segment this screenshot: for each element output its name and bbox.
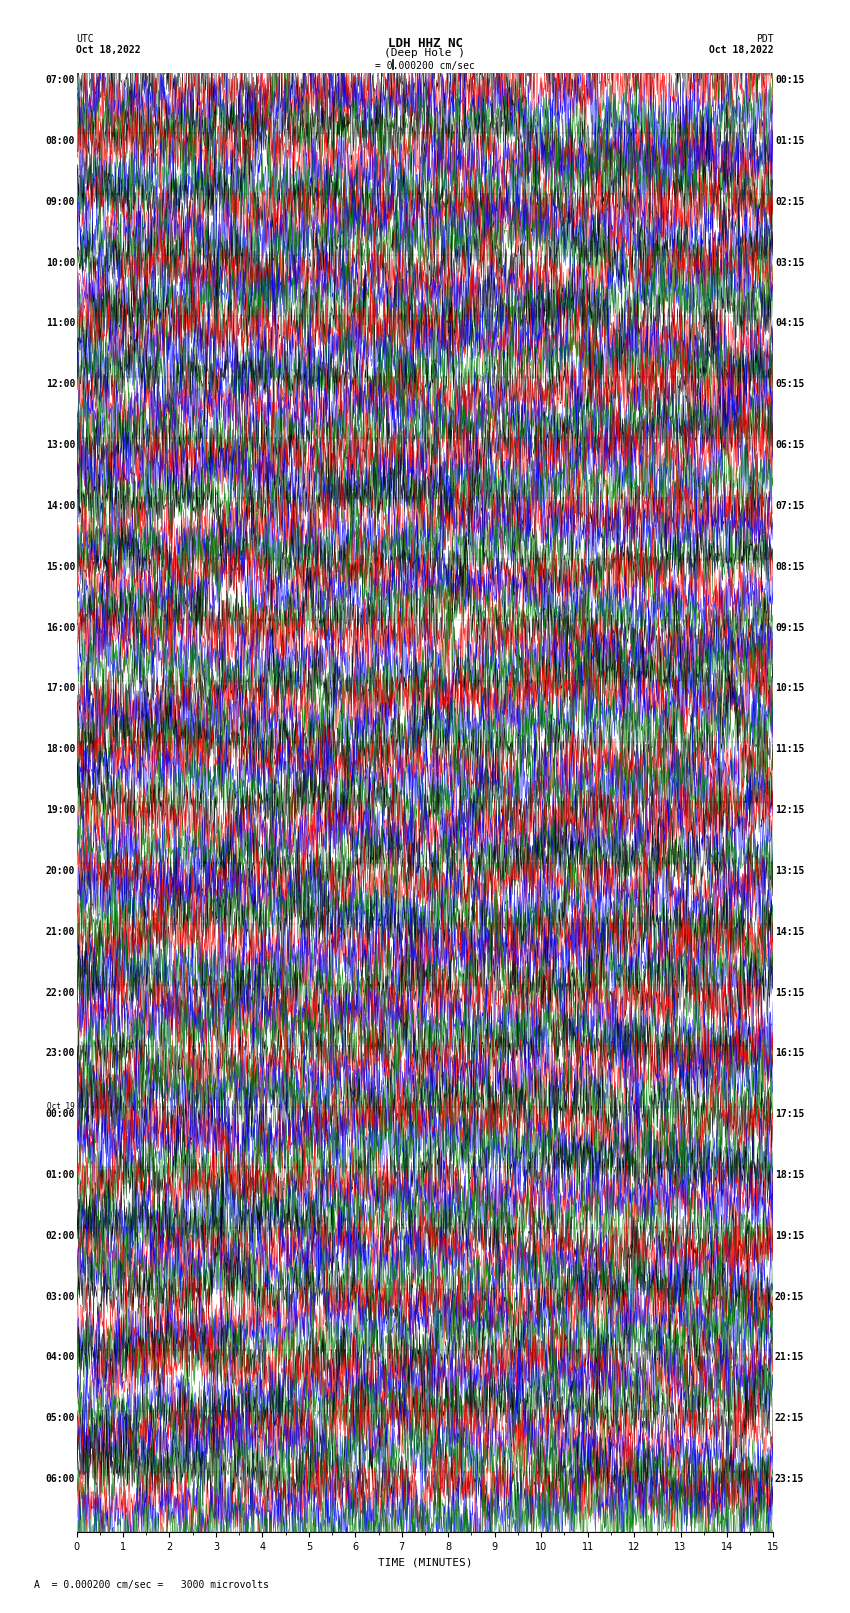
Text: 07:15: 07:15 [775,502,804,511]
Text: 01:00: 01:00 [46,1169,75,1181]
Text: 06:15: 06:15 [775,440,804,450]
Text: A  = 0.000200 cm/sec =   3000 microvolts: A = 0.000200 cm/sec = 3000 microvolts [34,1581,269,1590]
Text: 12:00: 12:00 [46,379,75,389]
Text: 05:15: 05:15 [775,379,804,389]
X-axis label: TIME (MINUTES): TIME (MINUTES) [377,1558,473,1568]
Text: 15:00: 15:00 [46,561,75,571]
Text: 09:00: 09:00 [46,197,75,206]
Text: 04:00: 04:00 [46,1352,75,1363]
Text: 21:00: 21:00 [46,927,75,937]
Text: 16:00: 16:00 [46,623,75,632]
Text: 11:00: 11:00 [46,318,75,329]
Text: 08:00: 08:00 [46,135,75,147]
Text: 15:15: 15:15 [775,987,804,997]
Text: 23:00: 23:00 [46,1048,75,1058]
Text: 22:15: 22:15 [775,1413,804,1423]
Text: 00:00: 00:00 [46,1110,75,1119]
Text: 17:00: 17:00 [46,684,75,694]
Text: PDT: PDT [756,34,774,44]
Text: 04:15: 04:15 [775,318,804,329]
Text: 03:15: 03:15 [775,258,804,268]
Text: 08:15: 08:15 [775,561,804,571]
Text: (Deep Hole ): (Deep Hole ) [384,48,466,58]
Text: 18:00: 18:00 [46,744,75,755]
Text: UTC: UTC [76,34,94,44]
Text: 20:15: 20:15 [775,1292,804,1302]
Text: 17:15: 17:15 [775,1110,804,1119]
Text: 13:15: 13:15 [775,866,804,876]
Text: 14:00: 14:00 [46,502,75,511]
Text: Oct 18,2022: Oct 18,2022 [76,45,141,55]
Text: 02:15: 02:15 [775,197,804,206]
Text: 02:00: 02:00 [46,1231,75,1240]
Text: 14:15: 14:15 [775,927,804,937]
Text: 05:00: 05:00 [46,1413,75,1423]
Text: 11:15: 11:15 [775,744,804,755]
Text: 12:15: 12:15 [775,805,804,815]
Text: 20:00: 20:00 [46,866,75,876]
Text: 13:00: 13:00 [46,440,75,450]
Text: 00:15: 00:15 [775,76,804,85]
Text: 06:00: 06:00 [46,1474,75,1484]
Text: Oct 18,2022: Oct 18,2022 [709,45,774,55]
Text: 09:15: 09:15 [775,623,804,632]
Text: = 0.000200 cm/sec: = 0.000200 cm/sec [375,61,475,71]
Text: 21:15: 21:15 [775,1352,804,1363]
Text: 10:15: 10:15 [775,684,804,694]
Text: 22:00: 22:00 [46,987,75,997]
Text: 07:00: 07:00 [46,76,75,85]
Text: 23:15: 23:15 [775,1474,804,1484]
Text: 01:15: 01:15 [775,135,804,147]
Text: 18:15: 18:15 [775,1169,804,1181]
Text: 16:15: 16:15 [775,1048,804,1058]
Text: 19:15: 19:15 [775,1231,804,1240]
Text: 19:00: 19:00 [46,805,75,815]
Text: 10:00: 10:00 [46,258,75,268]
Text: LDH HHZ NC: LDH HHZ NC [388,37,462,50]
Text: Oct 19: Oct 19 [48,1102,75,1111]
Text: 03:00: 03:00 [46,1292,75,1302]
